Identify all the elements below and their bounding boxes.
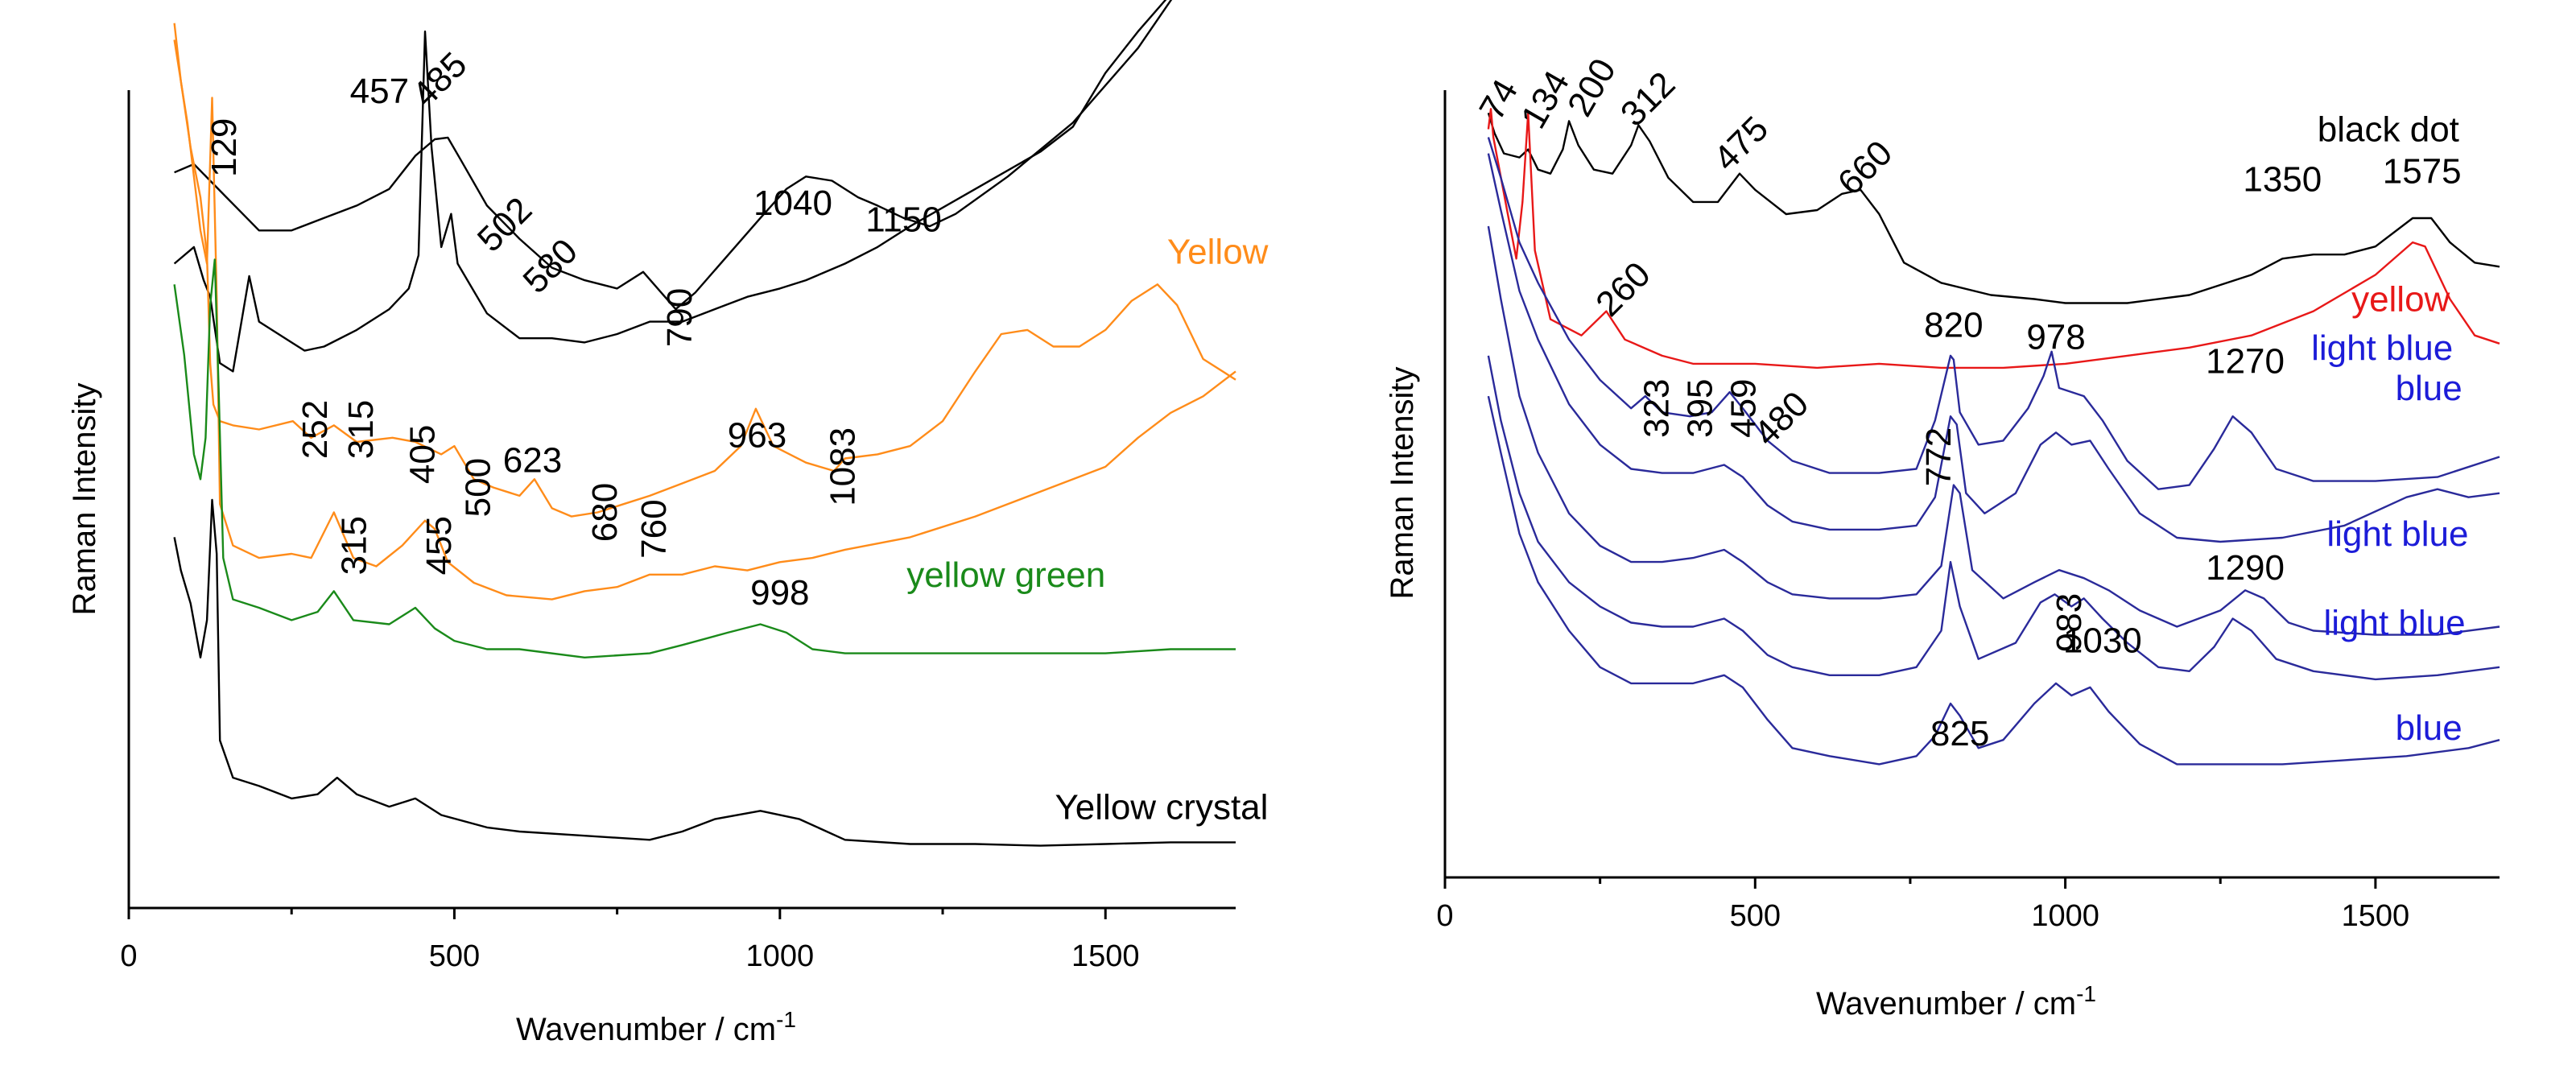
x-tick-label-0: 0	[1436, 899, 1453, 933]
peak-label-1030: 1030	[2063, 621, 2142, 660]
right-y-axis-title: Raman Intensity	[1385, 366, 1420, 599]
series-line-5	[1487, 355, 2500, 681]
series-name-label: blue	[2396, 369, 2462, 408]
peak-label-1150: 1150	[865, 200, 942, 240]
series-name-label: light blue	[2323, 604, 2465, 643]
peak-label-790: 790	[660, 288, 700, 347]
x-tick-label-1500: 1500	[2342, 899, 2410, 933]
peak-label-623: 623	[503, 440, 562, 480]
series-line-5	[173, 498, 1236, 847]
peak-label-1083: 1083	[823, 427, 862, 506]
peak-label-323: 323	[1637, 378, 1676, 437]
x-tick-label-1000: 1000	[2031, 899, 2099, 933]
peak-label-252: 252	[295, 400, 335, 459]
series-name-label: light blue	[2311, 328, 2453, 368]
series-line-2	[1487, 137, 2500, 490]
left-y-axis-title: Raman Intensity	[67, 382, 102, 615]
peak-label-1575: 1575	[2383, 151, 2462, 191]
peak-label-1040: 1040	[753, 184, 832, 223]
series-name-label: yellow	[2351, 280, 2450, 320]
series-name-label: yellow green	[906, 555, 1105, 595]
peak-label-500: 500	[458, 458, 497, 517]
right-series-curves	[1487, 108, 2500, 766]
peak-label-1270: 1270	[2206, 342, 2285, 382]
peak-label-315: 315	[341, 400, 381, 459]
peak-label-395: 395	[1680, 378, 1719, 437]
left-series-curves	[173, 0, 1236, 847]
series-name-label: black dot	[2318, 110, 2459, 150]
peak-label-457: 457	[350, 72, 409, 111]
peak-label-772: 772	[1919, 427, 1959, 486]
series-line-3	[1487, 153, 2500, 543]
series-line-1	[173, 0, 1167, 373]
peak-label-129: 129	[204, 118, 244, 177]
peak-label-760: 760	[634, 499, 674, 558]
x-tick-label-500: 500	[1730, 899, 1781, 933]
series-line-0	[174, 0, 1173, 311]
series-line-2	[173, 23, 1236, 518]
series-line-4	[1487, 225, 2500, 636]
x-tick-label-1000: 1000	[746, 939, 815, 973]
peak-label-459: 459	[1724, 378, 1763, 437]
peak-label-983: 983	[2050, 593, 2089, 652]
peak-label-1350: 1350	[2243, 159, 2322, 199]
x-tick-label-1500: 1500	[1071, 939, 1140, 973]
series-name-label: Yellow	[1167, 233, 1269, 272]
series-line-1	[1487, 108, 2500, 369]
peak-label-825: 825	[1930, 714, 1989, 753]
peak-label-1290: 1290	[2206, 548, 2285, 588]
left-x-ticks: 0 500 1000 1500	[120, 908, 1140, 973]
series-name-label: blue	[2396, 708, 2462, 748]
right-x-ticks: 0 500 1000 1500	[1436, 877, 2409, 933]
peak-label-405: 405	[403, 425, 443, 484]
x-tick-label-500: 500	[429, 939, 480, 973]
series-name-label: Yellow crystal	[1055, 788, 1269, 828]
right-x-axis-title: Wavenumber / cm-1	[1816, 981, 2096, 1022]
peak-label-820: 820	[1924, 305, 1983, 345]
peak-label-455: 455	[419, 516, 459, 575]
peak-label-963: 963	[728, 415, 786, 455]
peak-label-978: 978	[2026, 317, 2085, 357]
series-name-label: light blue	[2326, 514, 2468, 554]
peak-label-680: 680	[585, 483, 625, 542]
series-line-0	[1487, 112, 2500, 304]
peak-label-315: 315	[335, 516, 374, 575]
series-line-4	[173, 258, 1236, 658]
peak-label-998: 998	[750, 573, 809, 613]
series-line-6	[1487, 395, 2500, 766]
x-tick-label-0: 0	[120, 939, 137, 973]
left-x-axis-title: Wavenumber / cm-1	[516, 1007, 796, 1047]
